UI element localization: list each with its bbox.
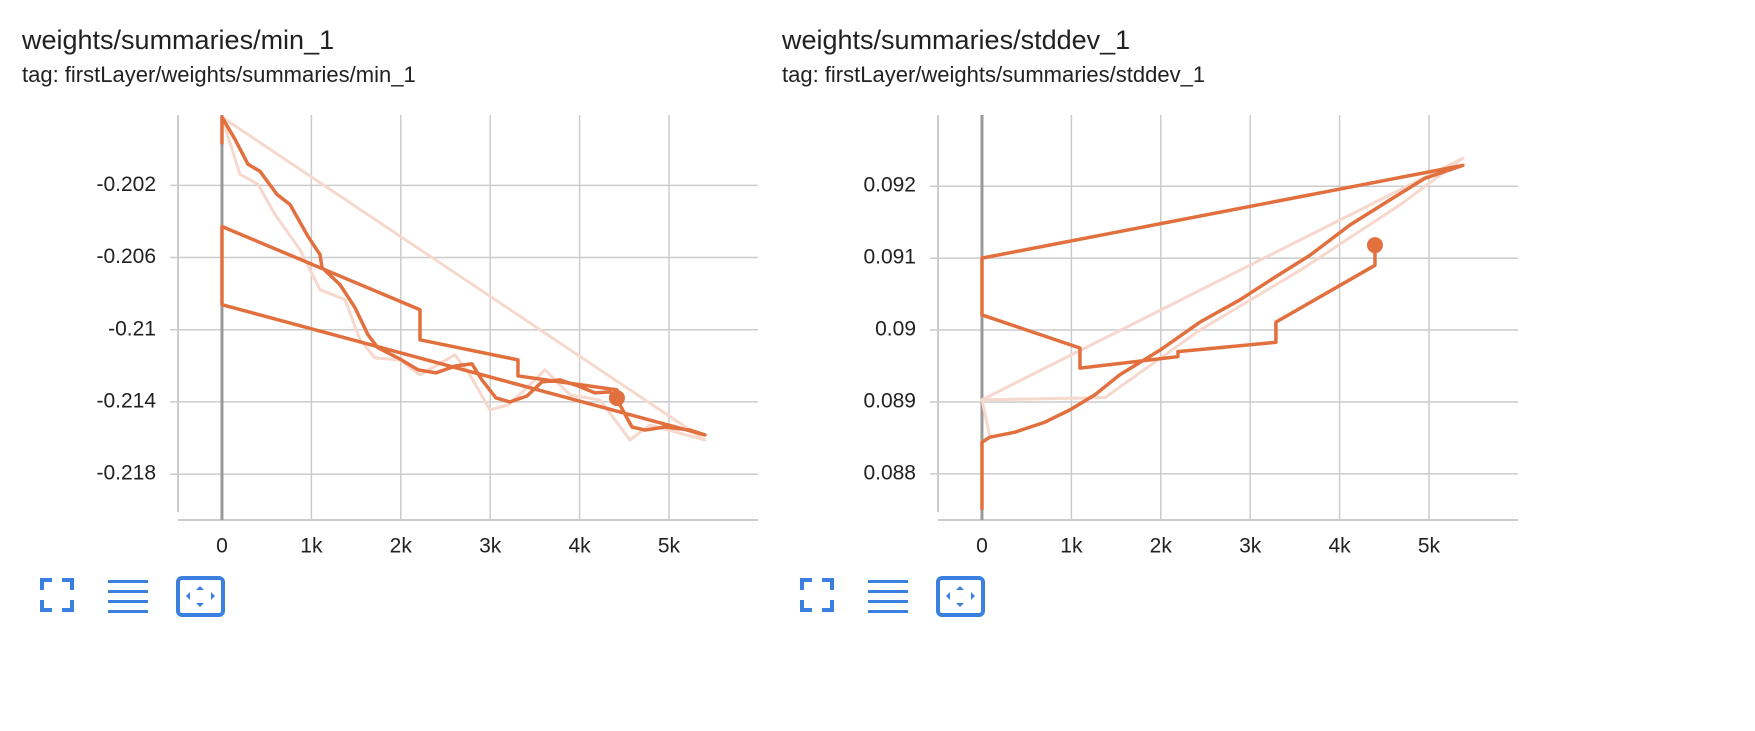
x-tick-label: 2k: [390, 535, 413, 558]
x-tick-label: 3k: [479, 535, 502, 558]
series-line: [220, 115, 707, 437]
y-tick-label: -0.202: [96, 173, 156, 196]
chart-title: weights/summaries/stddev_1: [781, 25, 1130, 55]
x-tick-label: 0: [216, 535, 228, 558]
y-tick-label: 0.092: [863, 174, 916, 197]
chart-subtitle: tag: firstLayer/weights/summaries/min_1: [22, 62, 416, 87]
y-tick-label: -0.218: [96, 462, 156, 485]
series-line: [980, 163, 1465, 510]
y-tick-label: 0.088: [863, 461, 916, 484]
toggle-log-icon[interactable]: [108, 580, 148, 613]
x-tick-label: 0: [976, 535, 988, 558]
fit-domain-icon[interactable]: [936, 576, 985, 617]
x-tick-label: 1k: [300, 535, 323, 558]
toggle-log-icon[interactable]: [868, 580, 908, 613]
x-tick-label: 4k: [568, 535, 591, 558]
x-tick-label: 4k: [1328, 535, 1351, 558]
fit-domain-icon[interactable]: [176, 576, 225, 617]
fullscreen-icon[interactable]: [40, 578, 74, 612]
last-point: [1366, 237, 1383, 254]
series-line: [220, 115, 707, 442]
chart-subtitle: tag: firstLayer/weights/summaries/stddev…: [782, 62, 1205, 87]
chart-panel: weights/summaries/stddev_1 tag: firstLaye…: [781, 25, 1518, 558]
y-tick-label: -0.206: [96, 245, 156, 268]
y-tick-label: 0.091: [863, 246, 916, 269]
x-tick-label: 5k: [1418, 535, 1441, 558]
y-tick-label: -0.214: [96, 389, 156, 412]
chart-panel: weights/summaries/min_1 tag: firstLayer/w…: [21, 25, 758, 558]
x-tick-label: 5k: [658, 535, 681, 558]
y-tick-label: 0.09: [875, 318, 916, 341]
y-tick-label: 0.089: [863, 390, 916, 413]
chart-title: weights/summaries/min_1: [21, 25, 334, 55]
y-tick-label: -0.21: [108, 317, 156, 340]
x-tick-label: 3k: [1239, 535, 1262, 558]
x-tick-label: 1k: [1060, 535, 1083, 558]
x-tick-label: 2k: [1150, 535, 1173, 558]
last-point: [608, 389, 625, 406]
fullscreen-icon[interactable]: [800, 578, 834, 612]
